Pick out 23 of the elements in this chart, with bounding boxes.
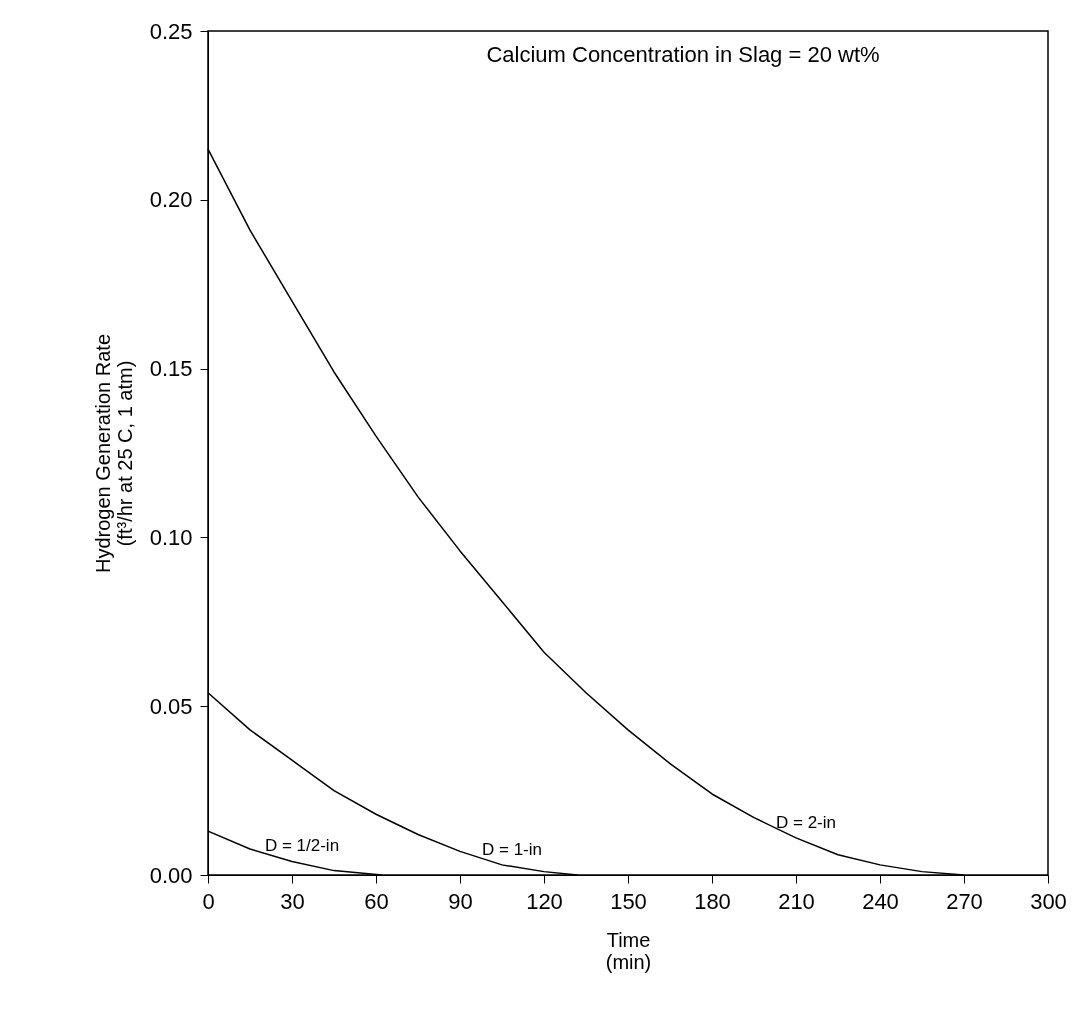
- x-tick-label: 270: [946, 888, 983, 914]
- y-tick-label: 0.05: [149, 693, 193, 719]
- series-label: D = 2-in: [776, 812, 836, 832]
- x-tick-label: 180: [694, 888, 731, 914]
- y-tick-label: 0.20: [149, 187, 193, 213]
- y-axis-title: Hydrogen Generation Rate (ft³/hr at 25 C, 1 atm): [91, 333, 136, 574]
- y-tick-label: 0.10: [149, 524, 193, 550]
- y-tick-label: 0.15: [149, 356, 193, 382]
- x-tick-label: 90: [448, 888, 473, 914]
- x-tick-label: 30: [280, 888, 305, 914]
- series-label: D = 1-in: [482, 839, 542, 859]
- series-label: D = 1/2-in: [264, 836, 340, 856]
- x-tick-label: 150: [610, 888, 647, 914]
- x-tick-label: 240: [862, 888, 899, 914]
- y-tick-label: 0.00: [149, 862, 193, 888]
- x-tick-label: 0: [202, 888, 215, 914]
- x-tick-label: 60: [364, 888, 389, 914]
- y-tick-label: 0.25: [149, 18, 193, 44]
- x-axis-title: Time (min): [605, 928, 652, 973]
- x-tick-label: 120: [526, 888, 563, 914]
- x-tick-label: 300: [1030, 888, 1067, 914]
- text: Calcium Concentration in Slag = 20 wt%: [486, 42, 880, 67]
- x-tick-label: 210: [778, 888, 815, 914]
